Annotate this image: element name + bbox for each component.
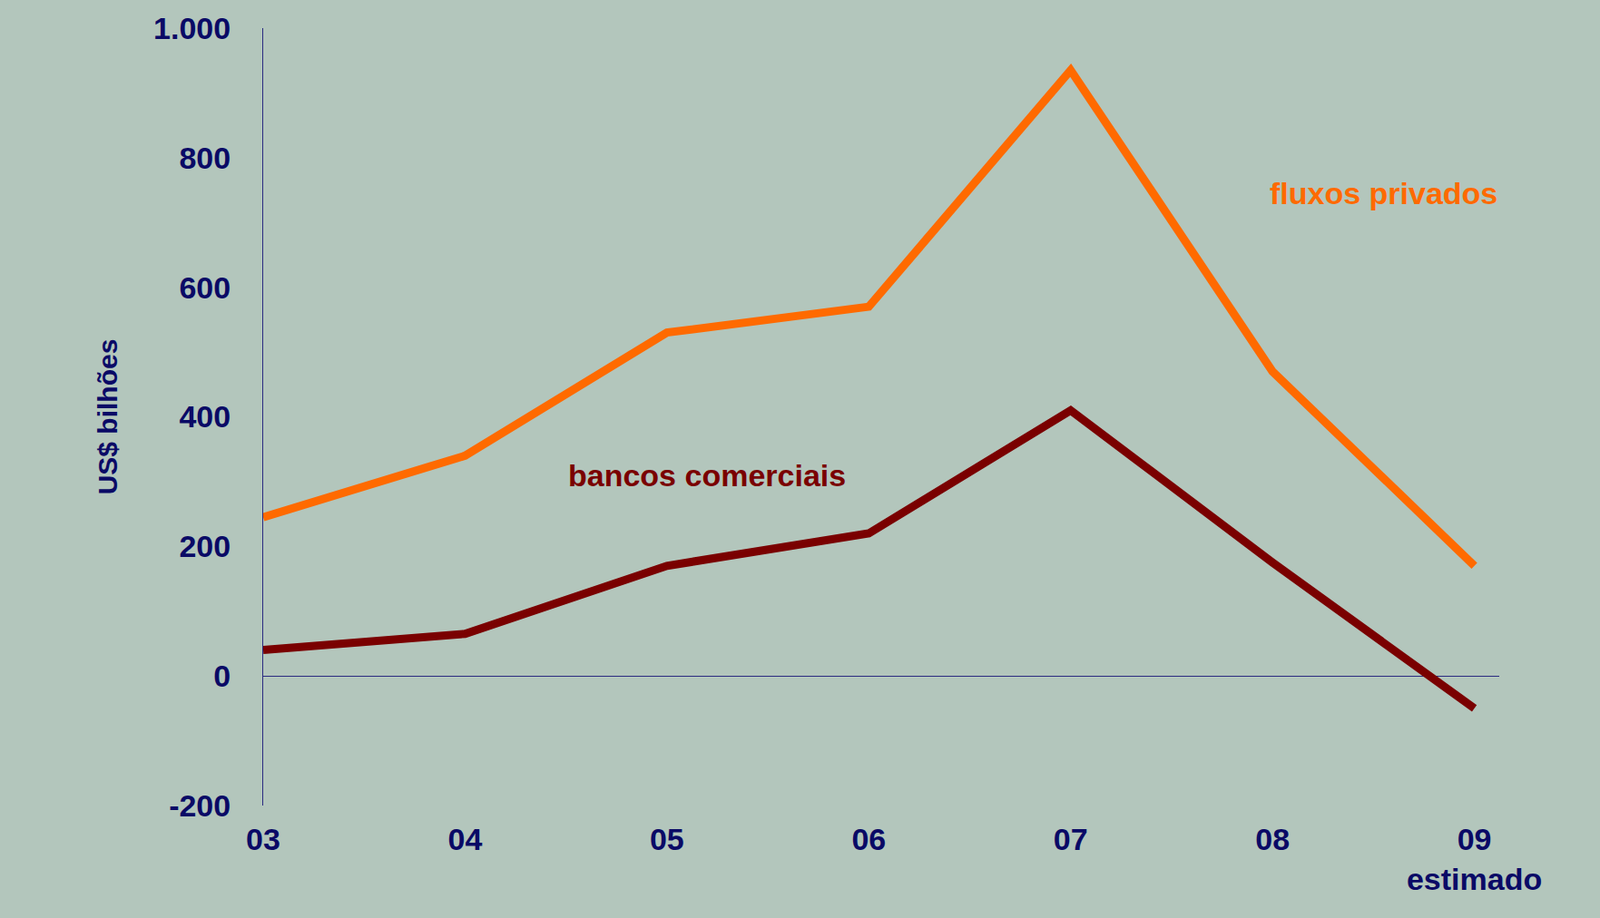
- svg-text:400: 400: [178, 399, 231, 434]
- svg-text:200: 200: [178, 529, 231, 564]
- svg-text:600: 600: [178, 270, 231, 305]
- svg-text:05: 05: [649, 822, 685, 857]
- svg-text:04: 04: [448, 822, 483, 857]
- svg-text:08: 08: [1255, 822, 1290, 857]
- svg-text:0: 0: [213, 658, 231, 694]
- svg-text:1.000: 1.000: [153, 10, 231, 46]
- svg-text:07: 07: [1053, 822, 1089, 857]
- svg-text:fluxos privados: fluxos privados: [1269, 176, 1498, 211]
- svg-text:US$ bilhões: US$ bilhões: [92, 339, 123, 496]
- svg-text:09estimado: 09estimado: [1406, 822, 1542, 897]
- svg-text:800: 800: [178, 140, 231, 176]
- svg-text:-200: -200: [168, 788, 231, 824]
- svg-text:06: 06: [851, 822, 886, 857]
- svg-text:bancos comerciais: bancos comerciais: [568, 458, 846, 493]
- svg-text:03: 03: [245, 822, 281, 857]
